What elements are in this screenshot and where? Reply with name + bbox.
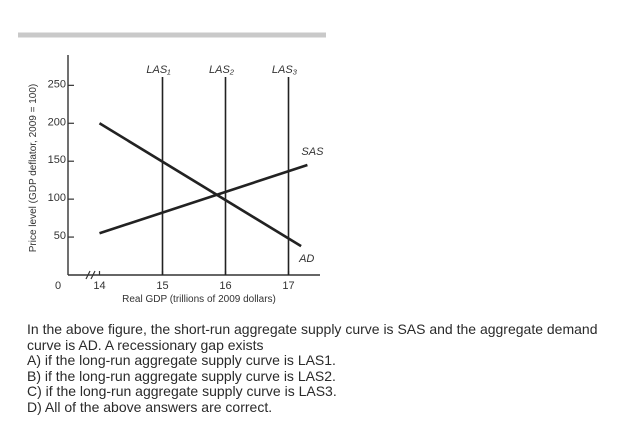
y-tick-label: 200 [48,116,66,128]
y-axis-title: Price level (GDP deflator, 2009 = 100) [28,84,39,253]
answer-option-c: C) if the long-run aggregate supply curv… [27,383,337,399]
chart-ticks [68,84,290,275]
las2-label: LAS₂ [209,64,235,76]
y-tick-label: 50 [54,230,66,242]
chart-figure: 50 100 150 200 250 14 15 16 17 0 Real GDP (trillio… [18,32,326,305]
sas-label: SAS [301,146,324,158]
answer-options: A) if the long-run aggregate supply curv… [27,352,627,415]
question-stem: In the above figure, the short-run aggre… [27,321,598,353]
chart-curves [98,77,308,275]
las1-label: LAS₁ [146,64,171,76]
x-tick-label: 16 [219,280,231,292]
ad-line [98,122,302,248]
las3-label: LAS₃ [272,64,298,76]
question-block: In the above figure, the short-run aggre… [27,321,627,415]
ad-label: AD [298,253,314,265]
x-tick-label: 17 [282,280,294,292]
chart-axes [67,55,320,280]
y-tick-label: 150 [48,154,66,166]
x-axis-title: Real GDP (trillions of 2009 dollars) [122,294,276,305]
chart-labels: 50 100 150 200 250 14 15 16 17 0 Real GDP (trillio… [28,64,324,305]
axis-break-mark [90,270,96,280]
y-tick-label: 250 [48,78,66,90]
chart-svg: 50 100 150 200 250 14 15 16 17 0 Real GDP (trillio… [18,32,326,305]
sas-line [99,163,308,235]
origin-label: 0 [55,280,61,292]
axis-break-mark [85,270,91,280]
x-tick-label: 15 [156,280,168,292]
y-tick-label: 100 [48,192,66,204]
answer-option-a: A) if the long-run aggregate supply curv… [27,352,336,368]
answer-option-b: B) if the long-run aggregate supply curv… [27,367,336,384]
answer-option-d: D) All of the above answers are correct. [27,398,273,415]
x-tick-label: 14 [93,280,105,292]
